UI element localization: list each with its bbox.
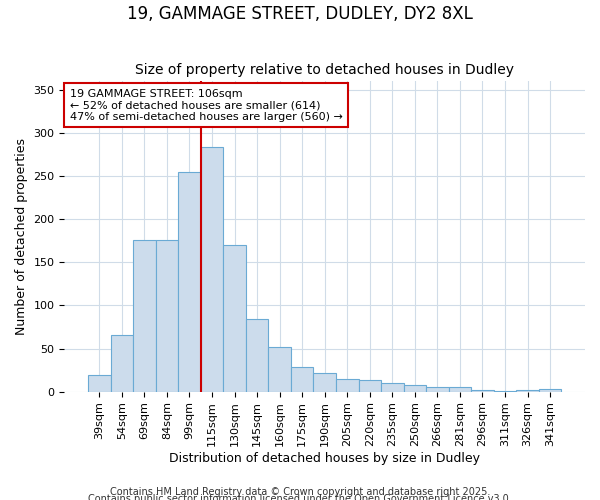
Bar — [110, 334, 133, 392]
Bar — [178, 172, 201, 392]
Title: Size of property relative to detached houses in Dudley: Size of property relative to detached ho… — [135, 63, 514, 77]
Bar — [246, 319, 268, 392]
Bar — [155, 240, 178, 392]
Bar — [201, 148, 223, 392]
Bar — [381, 383, 404, 392]
Text: 19 GAMMAGE STREET: 106sqm
← 52% of detached houses are smaller (614)
47% of semi: 19 GAMMAGE STREET: 106sqm ← 52% of detac… — [70, 88, 343, 122]
Bar — [268, 347, 291, 392]
Bar — [471, 390, 494, 392]
Bar — [313, 372, 336, 392]
Text: Contains public sector information licensed under the Open Government Licence v3: Contains public sector information licen… — [88, 494, 512, 500]
Bar — [494, 391, 516, 392]
Text: 19, GAMMAGE STREET, DUDLEY, DY2 8XL: 19, GAMMAGE STREET, DUDLEY, DY2 8XL — [127, 5, 473, 23]
Bar — [539, 389, 562, 392]
Bar — [88, 376, 110, 392]
Bar — [426, 388, 449, 392]
Bar — [223, 245, 246, 392]
Bar — [449, 388, 471, 392]
Bar — [359, 380, 381, 392]
X-axis label: Distribution of detached houses by size in Dudley: Distribution of detached houses by size … — [169, 452, 480, 465]
Bar — [516, 390, 539, 392]
Bar — [336, 379, 359, 392]
Bar — [404, 385, 426, 392]
Text: Contains HM Land Registry data © Crown copyright and database right 2025.: Contains HM Land Registry data © Crown c… — [110, 487, 490, 497]
Y-axis label: Number of detached properties: Number of detached properties — [15, 138, 28, 335]
Bar — [291, 366, 313, 392]
Bar — [133, 240, 155, 392]
